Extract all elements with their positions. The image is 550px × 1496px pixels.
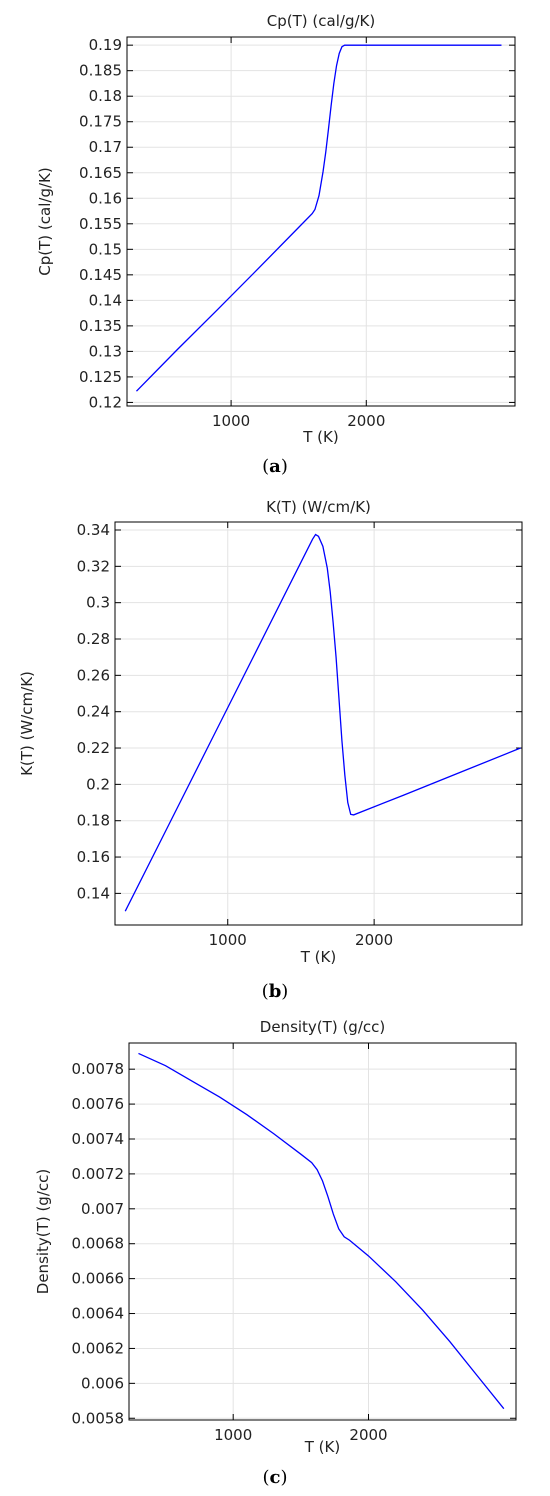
y-tick-label: 0.28 [77, 630, 110, 648]
y-tick-label: 0.0066 [72, 1270, 125, 1288]
y-tick-label: 0.185 [79, 62, 122, 80]
y-tick-label: 0.16 [89, 189, 122, 207]
x-axis-label: T (K) [302, 428, 338, 446]
x-tick-label: 1000 [209, 931, 247, 949]
y-tick-label: 0.0068 [72, 1235, 125, 1253]
caption-letter: b [269, 981, 282, 1002]
panel-caption: (c) [262, 1467, 287, 1488]
chart-panel-density: 0.0058 0.006 0.0062 0.0064 0.0066 0.0068 0.007… [34, 1018, 517, 1488]
y-tick-label: 0.24 [77, 703, 110, 721]
y-tick-label: 0.0078 [72, 1060, 125, 1078]
y-tick-label: 0.0062 [72, 1339, 125, 1357]
caption-open-paren: ( [262, 981, 269, 1002]
y-tick-label: 0.26 [77, 666, 110, 684]
y-tick-label: 0.0076 [72, 1095, 125, 1113]
y-tick-label: 0.16 [77, 848, 110, 866]
y-tick-label: 0.006 [81, 1374, 124, 1392]
caption-letter: a [269, 456, 281, 477]
y-tick-label: 0.165 [79, 164, 122, 182]
y-tick-label: 0.135 [79, 317, 122, 335]
y-tick-label: 0.0058 [72, 1409, 125, 1427]
panel-caption: (a) [262, 456, 288, 477]
y-tick-label: 0.0074 [72, 1130, 125, 1148]
y-tick-label: 0.19 [89, 36, 122, 54]
y-axis-label: Cp(T) (cal/g/K) [36, 167, 54, 275]
plot-frame [114, 521, 523, 926]
caption-close-paren: ) [281, 981, 288, 1002]
y-tick-label: 0.2 [86, 775, 110, 793]
data-line-density [138, 1052, 505, 1410]
x-axis-label: T (K) [300, 948, 336, 966]
y-tick-label: 0.155 [79, 215, 122, 233]
y-tick-label: 0.145 [79, 266, 122, 284]
x-tick-label: 1000 [212, 412, 250, 430]
caption-open-paren: ( [262, 1467, 269, 1488]
y-tick-label: 0.125 [79, 368, 122, 386]
chart-title: Cp(T) (cal/g/K) [267, 12, 375, 30]
y-tick-label: 0.13 [89, 342, 122, 360]
y-tick-label: 0.15 [89, 240, 122, 258]
caption-close-paren: ) [281, 456, 288, 477]
data-line-cp [135, 44, 502, 392]
y-tick-label: 0.14 [77, 884, 110, 902]
y-tick-label: 0.32 [77, 557, 110, 575]
caption-letter: c [270, 1467, 281, 1488]
y-tick-label: 0.22 [77, 739, 110, 757]
data-line-k [124, 533, 521, 912]
chart-title: Density(T) (g/cc) [260, 1018, 385, 1036]
chart-title: K(T) (W/cm/K) [266, 498, 371, 516]
y-tick-label: 0.17 [89, 138, 122, 156]
x-tick-label: 2000 [355, 931, 393, 949]
y-tick-label: 0.18 [89, 87, 122, 105]
y-tick-label: 0.0072 [72, 1165, 125, 1183]
chart-panel-cp: 0.12 0.125 0.13 0.135 0.14 0.145 0.15 0.155 0.16… [36, 12, 516, 477]
y-tick-label: 0.34 [77, 521, 110, 539]
y-axis-label: Density(T) (g/cc) [34, 1169, 52, 1294]
y-tick-label: 0.175 [79, 113, 122, 131]
y-tick-label: 0.12 [89, 393, 122, 411]
y-tick-label: 0.3 [86, 594, 110, 612]
y-tick-label: 0.0064 [72, 1305, 125, 1323]
x-tick-label: 2000 [349, 1426, 387, 1444]
y-tick-label: 0.007 [81, 1200, 124, 1218]
y-tick-label: 0.14 [89, 291, 122, 309]
x-tick-label: 1000 [214, 1426, 252, 1444]
x-tick-label: 2000 [347, 412, 385, 430]
x-axis-label: T (K) [304, 1438, 340, 1456]
caption-close-paren: ) [280, 1467, 287, 1488]
chart-panel-k: 0.14 0.16 0.18 0.2 0.22 0.24 0.26 0.28 0.3 0.32 0.… [18, 498, 523, 1002]
panel-caption: (b) [262, 981, 289, 1002]
caption-open-paren: ( [262, 456, 269, 477]
plot-frame [128, 1042, 517, 1421]
plot-frame [126, 36, 516, 407]
y-tick-label: 0.18 [77, 812, 110, 830]
y-axis-label: K(T) (W/cm/K) [18, 671, 36, 776]
